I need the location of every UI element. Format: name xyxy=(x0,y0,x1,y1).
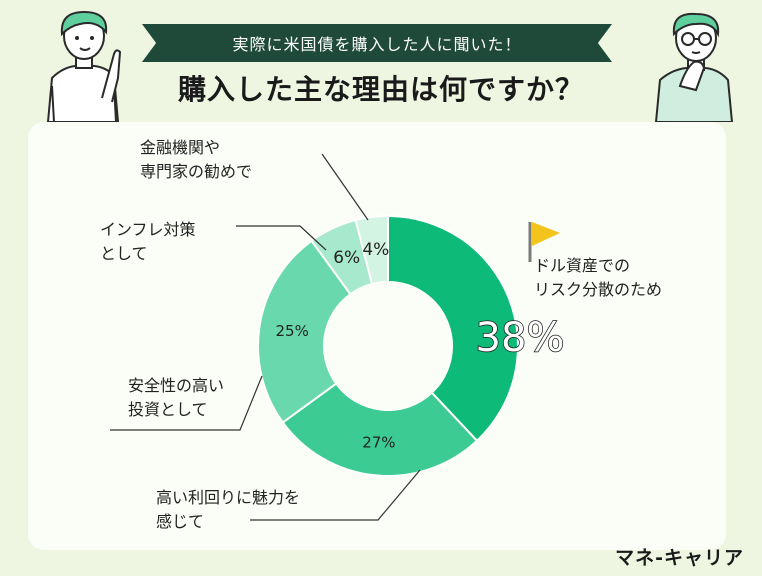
brand-logo: マネ-キャリア xyxy=(615,547,744,569)
leader-line xyxy=(321,153,369,221)
chart-title: 購入した主な理由は何ですか？ xyxy=(177,73,584,106)
right-person-illustration xyxy=(650,6,740,123)
leader-line xyxy=(250,469,421,521)
leader-line xyxy=(236,225,327,251)
slice-percent-label: 4% xyxy=(362,240,389,260)
slice-percent-label: 25% xyxy=(276,322,309,340)
flag-icon xyxy=(528,222,560,262)
banner-text: 実際に米国債を購入した人に聞いた！ xyxy=(232,35,522,54)
leader-line xyxy=(110,375,263,431)
category-label: 金融機関や 専門家の勧めで xyxy=(140,138,253,181)
slice-percent-label: 27% xyxy=(362,434,395,452)
category-label: インフレ対策 として xyxy=(100,220,196,263)
category-label: 安全性の高い 投資として xyxy=(128,376,225,419)
category-label: ドル資産での リスク分散のため xyxy=(534,256,663,299)
slice-percent-label: 38% xyxy=(476,315,565,361)
category-label: 高い利回りに魅力を 感じて xyxy=(156,488,301,531)
left-person-illustration xyxy=(40,6,130,123)
donut-hole xyxy=(324,282,452,410)
header-banner: 実際に米国債を購入した人に聞いた！ xyxy=(142,24,612,62)
slice-percent-label: 6% xyxy=(333,248,360,268)
